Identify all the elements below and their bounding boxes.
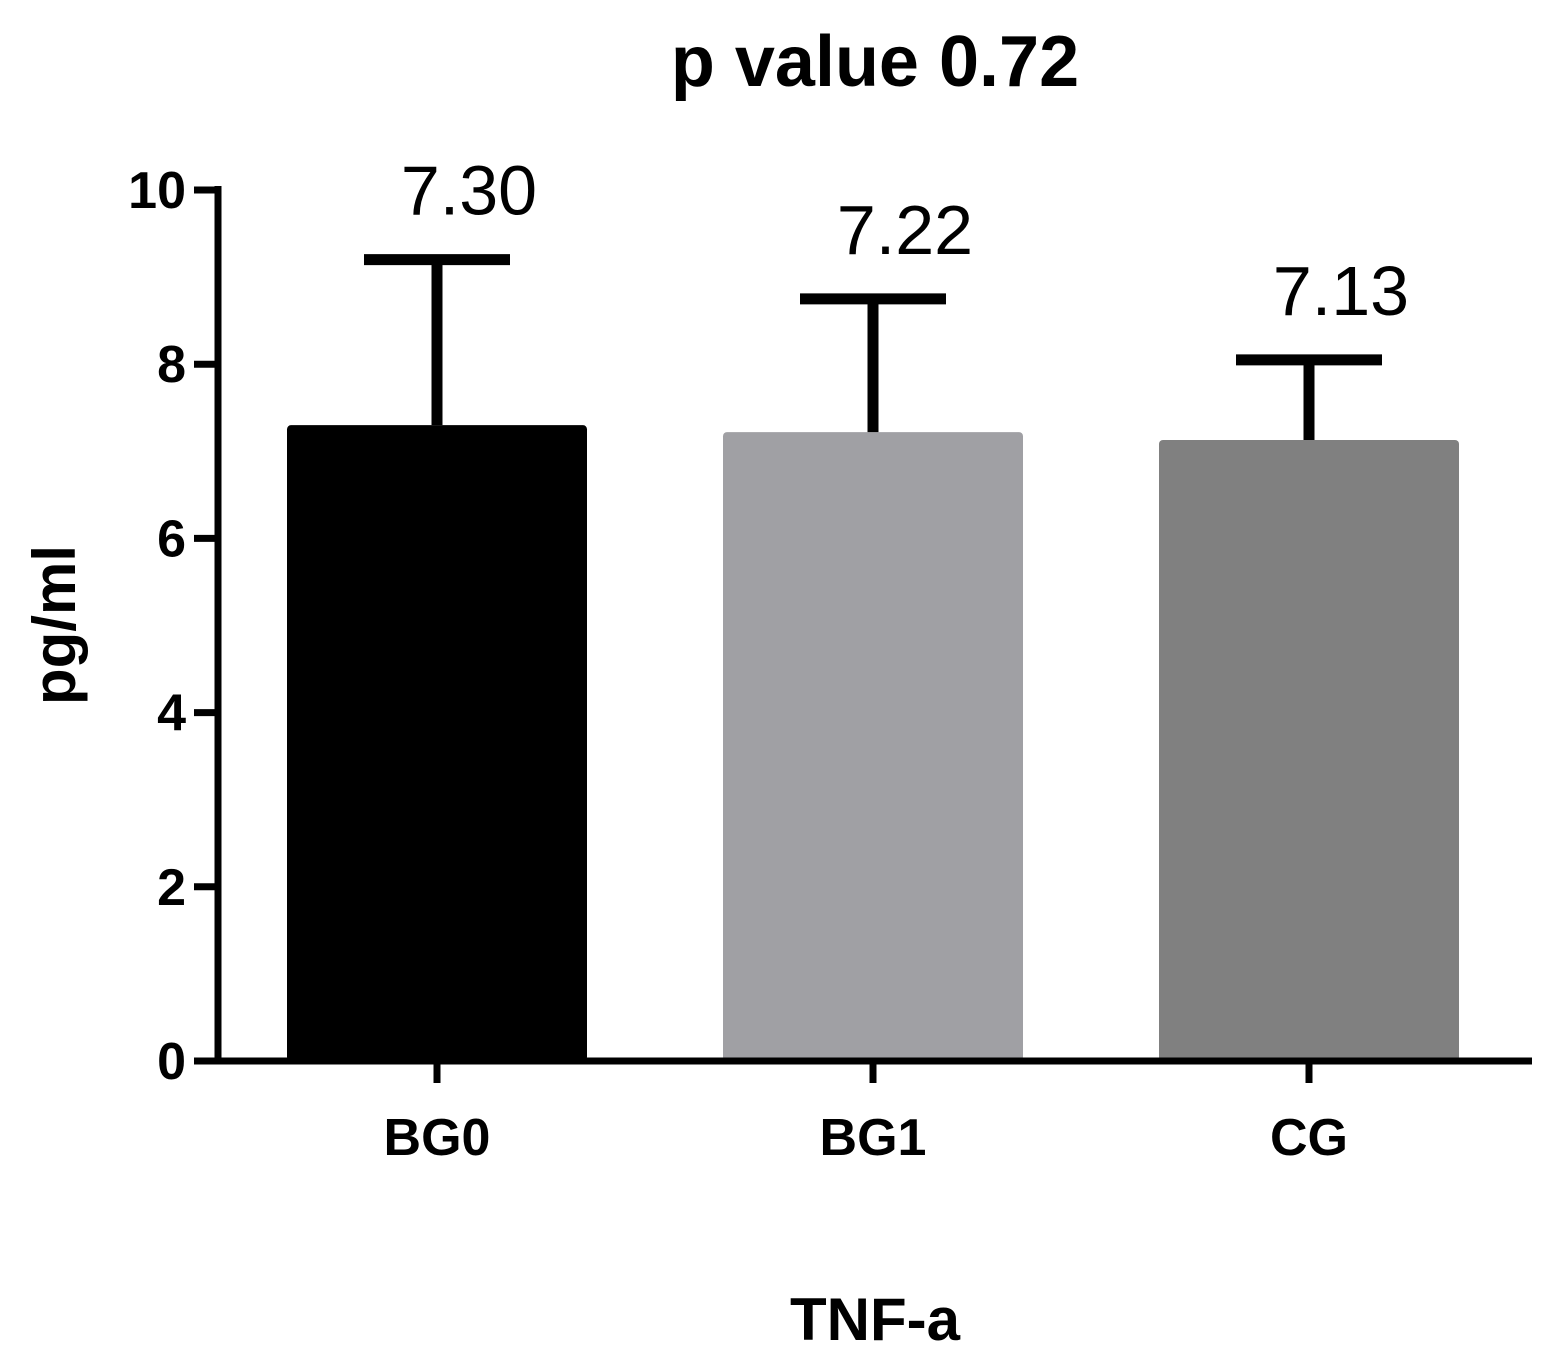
- data-labels-group: 7.30 7.22 7.13: [401, 152, 1409, 330]
- bar-bg1: [723, 432, 1023, 1061]
- bar-bg0: [287, 425, 587, 1061]
- bars-group: [287, 425, 1459, 1061]
- y-axis-title: pg/ml: [21, 545, 88, 705]
- y-tick-label-10: 10: [128, 162, 186, 220]
- data-label-cg: 7.13: [1273, 252, 1409, 330]
- x-axis-title: TNF-a: [790, 1286, 961, 1353]
- error-bars-group: [364, 254, 1382, 440]
- data-label-bg0: 7.30: [401, 152, 537, 230]
- y-tick-label-6: 6: [157, 510, 186, 568]
- chart-title: p value 0.72: [671, 22, 1079, 102]
- bar-cg: [1159, 439, 1459, 1061]
- x-tick-label-cg: CG: [1270, 1109, 1348, 1167]
- y-tick-label-2: 2: [157, 859, 186, 917]
- y-tick-label-4: 4: [157, 685, 186, 743]
- y-ticks-group: 0 2 4 6 8 10: [128, 162, 218, 1091]
- y-tick-label-8: 8: [157, 336, 186, 394]
- x-tick-label-bg0: BG0: [384, 1109, 491, 1167]
- data-label-bg1: 7.22: [837, 191, 973, 269]
- y-tick-label-0: 0: [157, 1033, 186, 1091]
- x-tick-label-bg1: BG1: [820, 1109, 927, 1167]
- x-ticks-group: BG0 BG1 CG: [384, 1061, 1348, 1167]
